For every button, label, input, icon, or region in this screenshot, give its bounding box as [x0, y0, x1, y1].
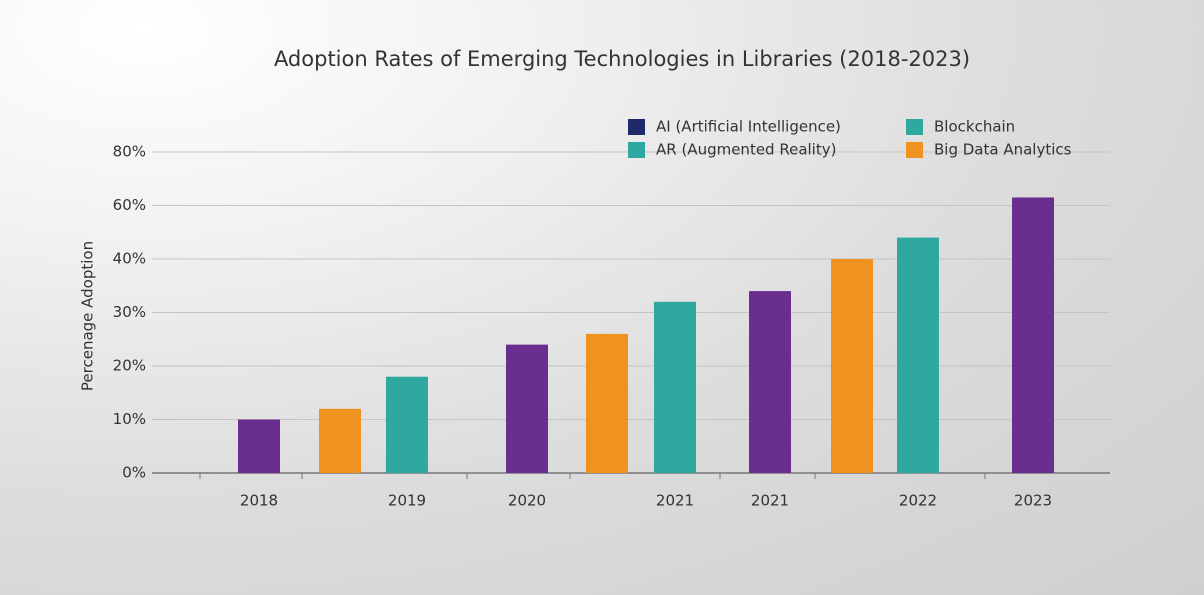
y-axis-label: Percenage Adoption — [79, 241, 97, 391]
bar — [749, 291, 791, 473]
y-tick-label: 10% — [113, 410, 146, 428]
legend-label: Blockchain — [934, 118, 1015, 136]
bar — [238, 420, 280, 474]
bar — [1012, 197, 1054, 473]
legend-swatch — [628, 119, 645, 135]
page: Adoption Rates of Emerging Technologies … — [0, 0, 1204, 595]
y-tick-label: 20% — [113, 357, 146, 375]
legend-swatch — [906, 119, 923, 135]
bar — [386, 377, 428, 473]
legend-swatch — [906, 142, 923, 158]
bar — [831, 259, 873, 473]
bar — [506, 345, 548, 473]
y-tick-label: 60% — [113, 196, 146, 214]
bar — [319, 409, 361, 473]
y-tick-label: 40% — [113, 250, 146, 268]
x-tick-label: 2021 — [656, 492, 694, 510]
y-tick-label: 0% — [122, 464, 146, 482]
y-tick-label: 80% — [113, 143, 146, 161]
chart-title: Adoption Rates of Emerging Technologies … — [274, 47, 970, 71]
bar — [897, 238, 939, 473]
x-tick-label: 2018 — [240, 492, 278, 510]
x-tick-label: 2022 — [899, 492, 937, 510]
legend-label: AI (Artificial Intelligence) — [656, 118, 841, 136]
legend-swatch — [628, 142, 645, 158]
legend-label: AR (Augmented Reality) — [656, 141, 836, 159]
x-tick-label: 2019 — [388, 492, 426, 510]
chart: Adoption Rates of Emerging Technologies … — [0, 0, 1204, 595]
x-tick-label: 2023 — [1014, 492, 1052, 510]
x-tick-label: 2020 — [508, 492, 546, 510]
legend-label: Big Data Analytics — [934, 141, 1072, 159]
y-tick-label: 30% — [113, 303, 146, 321]
bar — [654, 302, 696, 473]
bar — [586, 334, 628, 473]
x-tick-label: 2021 — [751, 492, 789, 510]
